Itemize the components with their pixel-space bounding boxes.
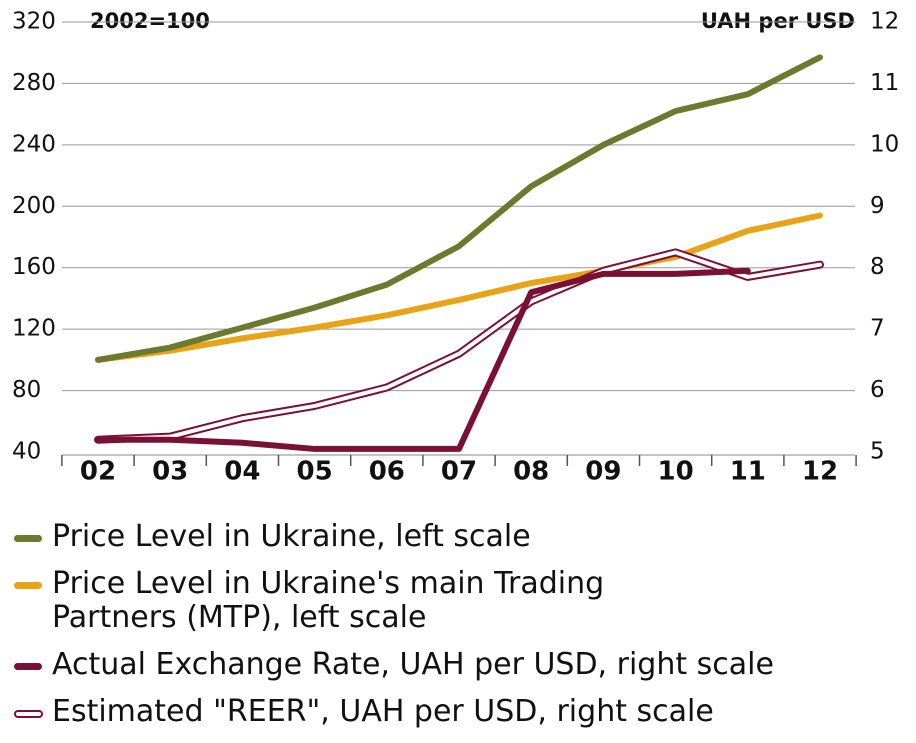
y-tick-label: 200 [12,193,56,219]
y-tick-label: 160 [12,254,56,280]
y2-tick-label: 8 [870,254,885,280]
y2-tick-label: 9 [870,193,885,219]
legend-item: Actual Exchange Rate, UAH per USD, right… [14,648,894,682]
line [96,250,822,442]
legend-label: Price Level in Ukraine, left scale [52,519,531,554]
x-tick-label: 12 [802,457,838,487]
x-tick-label: 10 [658,457,694,487]
y-tick-label: 80 [12,377,41,403]
x-tick-label: 11 [730,457,766,487]
legend-label: Actual Exchange Rate, UAH per USD, right… [52,647,774,682]
legend-swatch [14,535,42,542]
legend-label: Price Level in Ukraine's main Trading Pa… [52,566,605,635]
right-axis-note: UAH per USD [701,9,855,33]
y-tick-label: 280 [12,70,56,96]
legend-swatch [14,710,43,718]
y-tick-label: 120 [12,316,56,342]
left-axis-note: 2002=100 [90,9,210,33]
y-tick-label: 320 [12,9,56,35]
y-tick-label: 40 [12,439,41,465]
legend-label: Estimated "REER", UAH per USD, right sca… [52,694,714,729]
y2-tick-label: 11 [870,70,899,96]
chart: 2002=100 UAH per USD 40 80 120 160 200 240 280… [12,9,899,487]
line [95,267,751,452]
x-tick-label: 07 [441,457,477,487]
legend-item: Estimated "REER", UAH per USD, right sca… [14,695,894,729]
line [95,54,823,363]
x-tick-label: 05 [297,457,333,487]
legend-swatch [14,663,42,670]
x-tick-label: 03 [152,457,188,487]
y2-tick-label: 7 [870,316,885,342]
x-tick-label: 08 [513,457,549,487]
legend-swatch [14,582,42,589]
y2-tick-label: 5 [870,439,885,465]
y2-tick-label: 12 [870,9,899,35]
legend: Price Level in Ukraine, left scale Price … [14,520,894,742]
x-tick-label: 02 [80,457,116,487]
y2-tick-label: 10 [870,131,899,157]
y2-tick-label: 6 [870,377,885,403]
y-tick-label: 240 [12,131,56,157]
legend-item: Price Level in Ukraine, left scale [14,520,894,554]
x-tick-label: 09 [585,457,621,487]
line [95,212,823,363]
legend-item: Price Level in Ukraine's main Trading Pa… [14,567,894,635]
x-tick-label: 06 [369,457,405,487]
x-tick-label: 04 [224,457,260,487]
